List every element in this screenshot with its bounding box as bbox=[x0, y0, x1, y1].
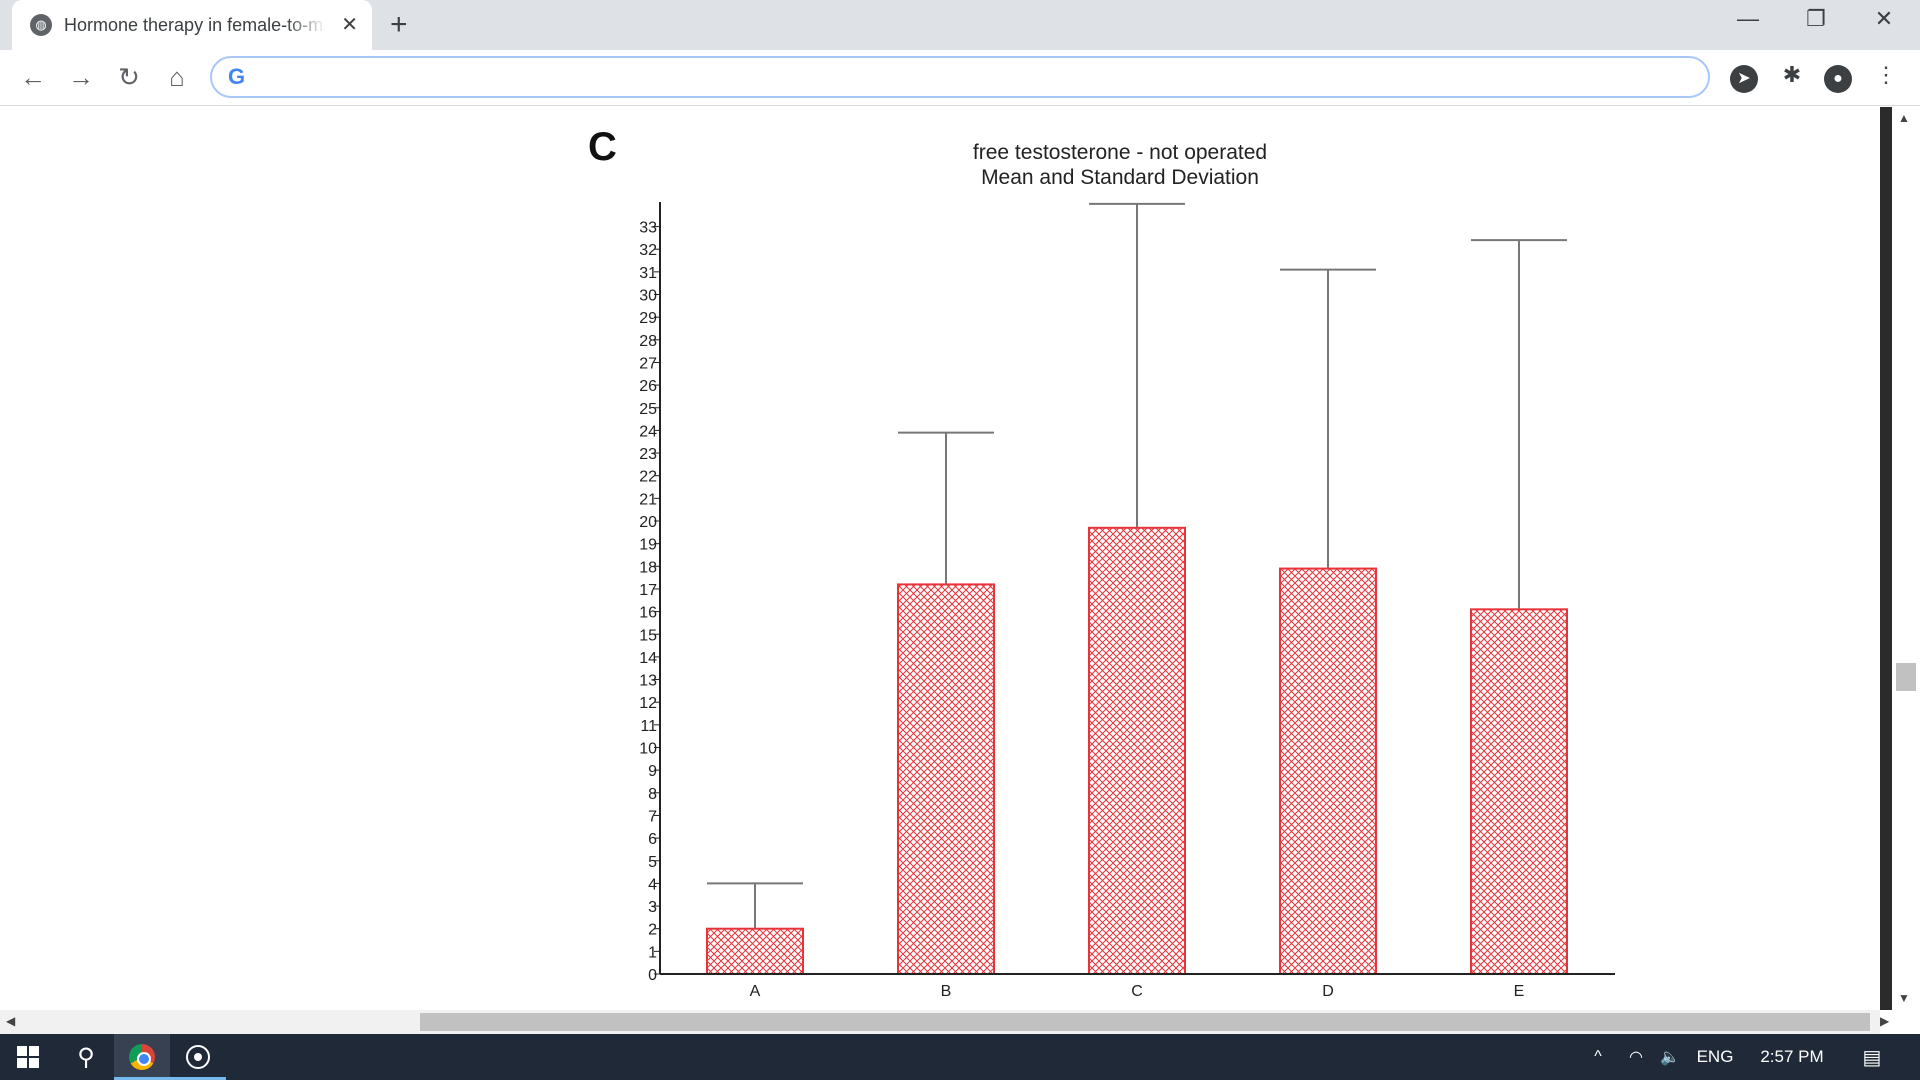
chevron-up-icon[interactable]: ^ bbox=[1594, 1048, 1602, 1065]
new-tab-button[interactable]: + bbox=[390, 8, 408, 41]
wifi-icon[interactable]: ◠ bbox=[1629, 1049, 1643, 1066]
chart-subtitle: Mean and Standard Deviation bbox=[981, 166, 1259, 189]
bar-chart: free testosterone - not operated Mean an… bbox=[639, 141, 1615, 1000]
clock[interactable]: 2:57 PM bbox=[1760, 1047, 1824, 1066]
tab-strip: ◍ Hormone therapy in female-to-male ✕ + … bbox=[0, 0, 1920, 50]
y-tick-label: 2 bbox=[648, 922, 657, 939]
windows-taskbar: ⚲ ^ ◠ 🔈 ENG 2:57 PM ▤ bbox=[0, 1034, 1920, 1080]
y-tick-label: 11 bbox=[640, 718, 657, 735]
bar bbox=[1088, 526, 1186, 975]
active-indicator bbox=[114, 1077, 170, 1080]
scroll-right-arrow-icon[interactable]: ▶ bbox=[1880, 1014, 1890, 1028]
profile-avatar-icon[interactable]: ● bbox=[1824, 65, 1852, 93]
y-tick-label: 8 bbox=[648, 786, 657, 803]
x-tick-label: D bbox=[1322, 983, 1334, 1000]
y-tick-label: 33 bbox=[639, 220, 657, 237]
active-indicator bbox=[170, 1077, 226, 1080]
y-tick-label: 5 bbox=[648, 854, 657, 871]
y-tick-label: 7 bbox=[648, 808, 657, 825]
horizontal-scrollbar[interactable]: ◀ ▶ bbox=[0, 1010, 1889, 1034]
horizontal-scroll-thumb[interactable] bbox=[420, 1013, 1870, 1031]
chrome-taskbar-icon[interactable] bbox=[114, 1034, 170, 1080]
y-tick-label: 30 bbox=[639, 288, 657, 305]
y-tick-label: 14 bbox=[639, 650, 657, 667]
x-tick-label: A bbox=[750, 983, 761, 1000]
restore-button[interactable]: ❐ bbox=[1806, 6, 1826, 31]
menu-kebab-icon[interactable]: ⋮ bbox=[1875, 62, 1897, 87]
x-axis: A B C D E bbox=[660, 973, 1615, 1000]
y-tick-label: 28 bbox=[639, 333, 657, 350]
y-tick-label: 23 bbox=[639, 446, 657, 463]
y-tick-label: 1 bbox=[648, 944, 657, 961]
tab-close-icon[interactable]: ✕ bbox=[341, 14, 358, 36]
y-tick-label: 9 bbox=[648, 763, 657, 780]
notification-icon[interactable]: ▤ bbox=[1862, 1046, 1882, 1069]
scroll-down-arrow-icon[interactable]: ▼ bbox=[1898, 991, 1910, 1005]
google-g-icon: G bbox=[228, 64, 246, 89]
x-tick-label: E bbox=[1514, 983, 1525, 1000]
y-tick-label: 13 bbox=[639, 673, 657, 690]
page-content: C free testosterone - not operated Mean … bbox=[0, 107, 1880, 1010]
y-tick-label: 21 bbox=[639, 491, 657, 508]
chrome-logo-icon bbox=[129, 1044, 155, 1070]
language-indicator[interactable]: ENG bbox=[1696, 1047, 1734, 1066]
y-tick-label: 32 bbox=[639, 242, 657, 259]
y-tick-label: 18 bbox=[639, 559, 657, 576]
globe-icon: ◍ bbox=[30, 14, 52, 36]
y-tick-label: 31 bbox=[639, 265, 657, 282]
windows-start-icon[interactable] bbox=[0, 1034, 56, 1080]
y-tick-label: 17 bbox=[639, 582, 657, 599]
y-tick-label: 24 bbox=[639, 423, 657, 440]
y-tick-label: 10 bbox=[639, 741, 657, 758]
y-tick-label: 3 bbox=[648, 899, 657, 916]
y-tick-label: 27 bbox=[639, 355, 657, 372]
chart-title: free testosterone - not operated bbox=[973, 141, 1267, 164]
y-tick-label: 4 bbox=[648, 876, 657, 893]
vertical-scroll-thumb[interactable] bbox=[1896, 663, 1916, 691]
y-tick-label: 25 bbox=[639, 401, 657, 418]
x-tick-label: C bbox=[1131, 983, 1143, 1000]
forward-arrow-icon[interactable]: → bbox=[68, 62, 94, 92]
extensions-puzzle-icon[interactable]: ✱ bbox=[1782, 62, 1802, 87]
vertical-scrollbar[interactable]: ▲ ▼ bbox=[1880, 107, 1920, 1010]
bar bbox=[706, 927, 804, 976]
scroll-up-arrow-icon[interactable]: ▲ bbox=[1898, 111, 1910, 125]
address-bar[interactable]: G bbox=[210, 56, 1710, 98]
home-icon[interactable]: ⌂ bbox=[169, 62, 185, 92]
bar bbox=[897, 583, 995, 975]
y-axis: 0123456789101112131415161718192021222324… bbox=[639, 202, 661, 984]
scroll-left-arrow-icon[interactable]: ◀ bbox=[6, 1014, 16, 1028]
extension-cursor-icon[interactable]: ➤ bbox=[1730, 65, 1758, 93]
minimize-button[interactable]: — bbox=[1737, 6, 1759, 31]
tab-title: Hormone therapy in female-to-male bbox=[64, 14, 326, 35]
y-tick-label: 22 bbox=[639, 469, 657, 486]
bars bbox=[706, 202, 1568, 976]
y-tick-label: 16 bbox=[639, 605, 657, 622]
browser-tab[interactable]: ◍ Hormone therapy in female-to-male ✕ bbox=[12, 0, 372, 50]
reload-icon[interactable]: ↻ bbox=[118, 62, 140, 92]
volume-icon[interactable]: 🔈 bbox=[1660, 1049, 1680, 1066]
y-tick-label: 20 bbox=[639, 514, 657, 531]
x-tick-label: B bbox=[941, 983, 952, 1000]
back-arrow-icon[interactable]: ← bbox=[20, 62, 46, 92]
y-tick-label: 19 bbox=[639, 537, 657, 554]
scroll-track bbox=[1880, 107, 1892, 1010]
search-icon[interactable]: ⚲ bbox=[77, 1043, 95, 1071]
y-tick-label: 26 bbox=[639, 378, 657, 395]
y-tick-label: 0 bbox=[648, 967, 657, 984]
y-tick-label: 15 bbox=[639, 627, 657, 644]
y-tick-label: 6 bbox=[648, 831, 657, 848]
media-app-icon[interactable] bbox=[170, 1034, 226, 1080]
y-tick-label: 12 bbox=[639, 695, 657, 712]
y-tick-label: 29 bbox=[639, 310, 657, 327]
bar bbox=[1470, 608, 1568, 975]
figure-panel-label: C bbox=[588, 125, 617, 169]
browser-toolbar: ← → ↻ ⌂ G ➤ ✱ ● ⋮ bbox=[0, 50, 1920, 106]
bar bbox=[1279, 567, 1377, 975]
close-window-button[interactable]: ✕ bbox=[1874, 6, 1894, 31]
